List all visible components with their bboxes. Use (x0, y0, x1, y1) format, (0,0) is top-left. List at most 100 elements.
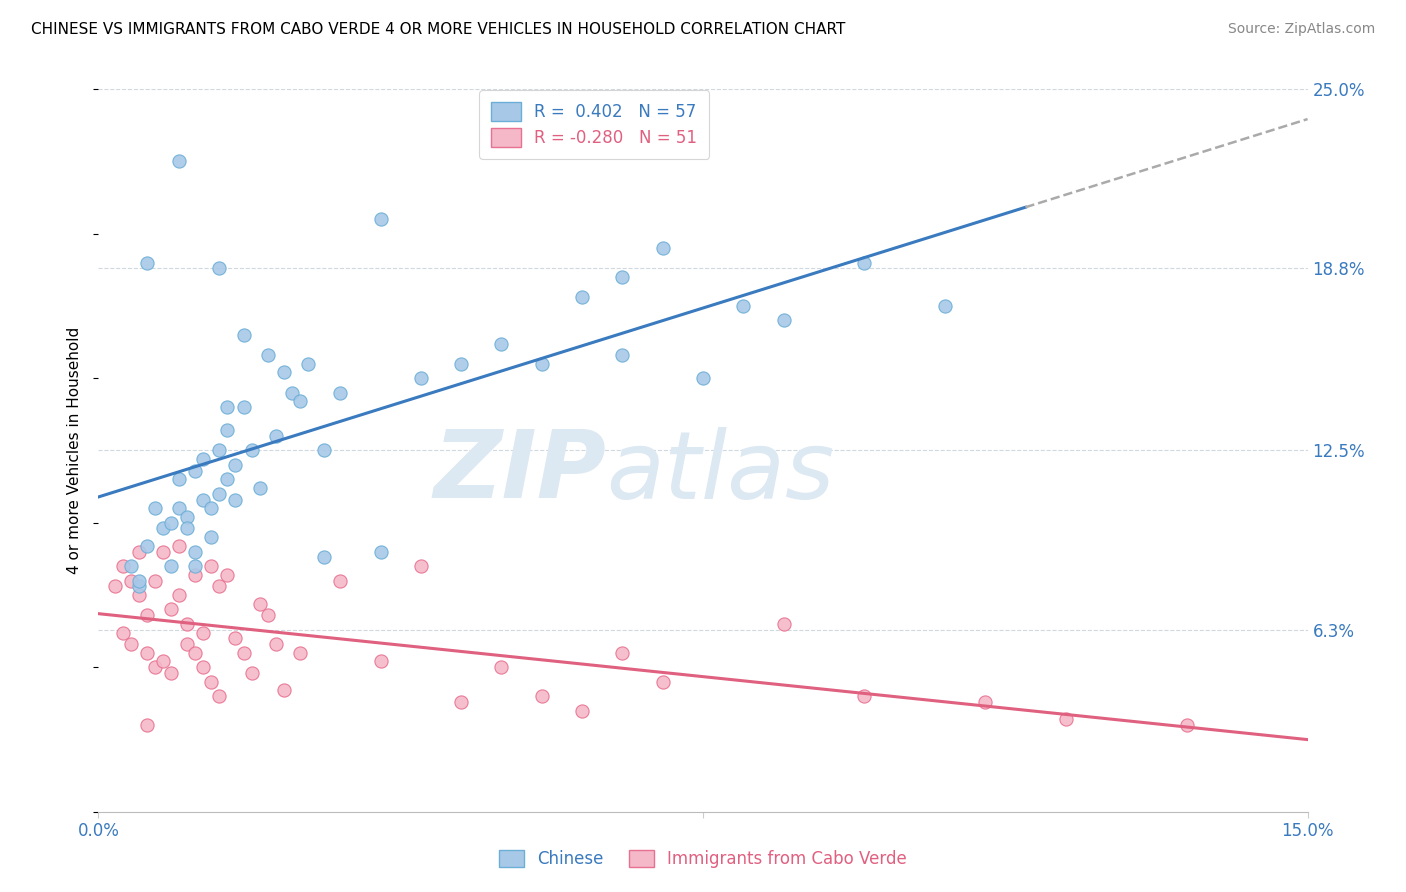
Point (217, 400, 239, 414)
Point (240, 443, 263, 458)
Point (612, 646, 634, 660)
Point (128, 574, 150, 588)
Point (111, 559, 134, 574)
Point (152, 521, 174, 535)
Point (152, 544, 174, 558)
Point (152, 655, 174, 669)
Point (160, 602, 183, 616)
Point (135, 608, 157, 623)
Text: CHINESE VS IMMIGRANTS FROM CABO VERDE 4 OR MORE VEHICLES IN HOUSEHOLD CORRELATIO: CHINESE VS IMMIGRANTS FROM CABO VERDE 4 … (31, 22, 845, 37)
Point (208, 443, 231, 458)
Point (176, 616, 198, 631)
Point (288, 646, 311, 660)
Point (193, 625, 215, 640)
Point (450, 357, 472, 371)
Point (249, 597, 271, 611)
Point (1054, 712, 1077, 726)
Point (200, 501, 222, 516)
Text: Source: ZipAtlas.com: Source: ZipAtlas.com (1227, 22, 1375, 37)
Point (184, 567, 207, 582)
Point (450, 695, 472, 709)
Point (264, 637, 287, 651)
Point (772, 616, 794, 631)
Point (232, 327, 254, 342)
Point (135, 255, 157, 269)
Point (297, 357, 319, 371)
Point (184, 646, 207, 660)
Point (692, 371, 714, 385)
Point (217, 472, 239, 486)
Point (200, 674, 222, 689)
Legend: R =  0.402   N = 57, R = -0.280   N = 51: R = 0.402 N = 57, R = -0.280 N = 51 (479, 90, 709, 159)
Point (651, 241, 673, 255)
Point (240, 665, 263, 680)
Point (217, 567, 239, 582)
Point (135, 539, 157, 553)
Point (224, 632, 246, 646)
Point (329, 574, 352, 588)
Text: ZIP: ZIP (433, 426, 606, 518)
Point (530, 689, 553, 703)
Point (120, 637, 142, 651)
Point (120, 574, 142, 588)
Point (160, 665, 183, 680)
Point (314, 443, 336, 458)
Point (571, 704, 593, 718)
Point (135, 646, 157, 660)
Legend: Chinese, Immigrants from Cabo Verde: Chinese, Immigrants from Cabo Verde (492, 843, 914, 875)
Point (370, 544, 392, 558)
Point (772, 313, 794, 327)
Point (217, 423, 239, 437)
Point (256, 348, 278, 362)
Point (314, 550, 336, 565)
Point (208, 487, 231, 501)
Point (111, 625, 134, 640)
Point (176, 637, 198, 651)
Point (612, 270, 634, 285)
Point (370, 212, 392, 227)
Point (1175, 718, 1198, 732)
Point (256, 608, 278, 623)
Point (167, 539, 190, 553)
Point (200, 530, 222, 544)
Point (651, 674, 673, 689)
Point (264, 429, 287, 443)
Point (273, 683, 295, 698)
Point (193, 452, 215, 467)
Point (208, 579, 231, 593)
Point (167, 501, 190, 516)
Point (530, 357, 553, 371)
Point (232, 646, 254, 660)
Point (281, 385, 304, 400)
Point (200, 559, 222, 574)
Point (370, 655, 392, 669)
Point (612, 348, 634, 362)
Point (491, 660, 513, 674)
Point (167, 472, 190, 486)
Point (249, 481, 271, 495)
Point (120, 559, 142, 574)
Point (193, 660, 215, 674)
Point (128, 588, 150, 602)
Point (167, 154, 190, 169)
Point (409, 559, 432, 574)
Point (184, 464, 207, 478)
Point (571, 290, 593, 304)
Point (143, 574, 166, 588)
Point (160, 516, 183, 530)
Point (128, 544, 150, 558)
Point (103, 579, 125, 593)
Point (491, 336, 513, 351)
Point (853, 689, 876, 703)
Point (167, 588, 190, 602)
Point (143, 660, 166, 674)
Point (288, 394, 311, 409)
Point (733, 299, 755, 313)
Y-axis label: 4 or more Vehicles in Household: 4 or more Vehicles in Household (67, 326, 83, 574)
Point (193, 492, 215, 507)
Point (853, 255, 876, 269)
Point (128, 579, 150, 593)
Point (208, 689, 231, 703)
Point (329, 385, 352, 400)
Point (160, 559, 183, 574)
